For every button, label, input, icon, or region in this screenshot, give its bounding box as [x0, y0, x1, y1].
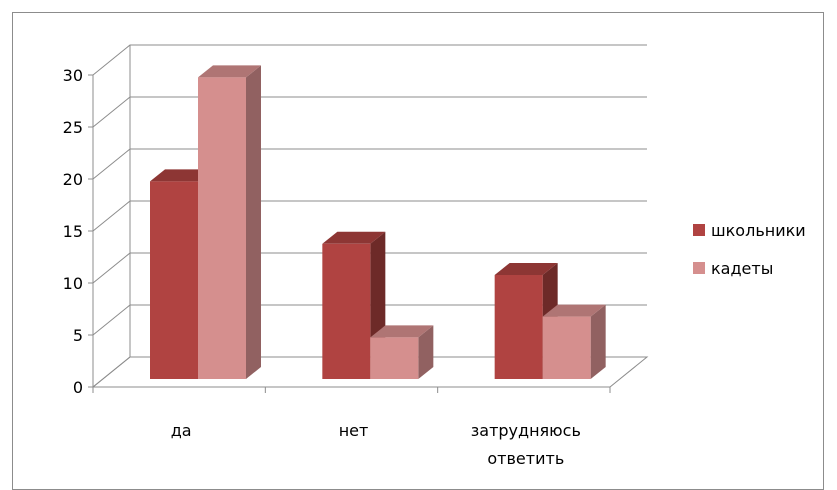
- y-axis-tick-labels: 0 5 10 15 20 25 30: [63, 66, 83, 397]
- x-category-label: нет: [339, 421, 369, 440]
- y-tick-label: 30: [63, 66, 83, 85]
- bar-top-face: [322, 231, 386, 244]
- bar-side-face: [418, 325, 434, 379]
- bar-front-face: [370, 337, 419, 379]
- legend-label: кадеты: [711, 259, 773, 278]
- bar-front-face: [322, 243, 371, 379]
- bar: [198, 65, 261, 380]
- legend-swatch: [693, 262, 705, 274]
- bar-top-face: [150, 169, 213, 182]
- bar-front-face: [150, 181, 198, 379]
- bar: [370, 325, 434, 379]
- y-tick-label: 5: [73, 326, 83, 345]
- y-tick-label: 15: [63, 222, 83, 241]
- x-category-label: да: [171, 421, 192, 440]
- y-tick-label: 10: [63, 274, 83, 293]
- legend: школьники кадеты: [693, 221, 806, 278]
- legend-swatch: [693, 224, 705, 236]
- chart-frame: [12, 12, 824, 490]
- gridline: [92, 96, 647, 128]
- bar-front-face: [198, 77, 246, 380]
- axes: [88, 45, 611, 393]
- bar-top-face: [494, 263, 558, 275]
- bar-side-face: [590, 304, 606, 379]
- bar-top-face: [542, 304, 606, 317]
- bar-side-face: [246, 65, 261, 380]
- legend-label: школьники: [711, 221, 806, 240]
- bar-top-face: [370, 325, 434, 338]
- y-tick-label: 20: [63, 170, 83, 189]
- x-axis-category-labels: да нет затрудняюсь ответить: [171, 421, 581, 468]
- y-tick-label: 25: [63, 118, 83, 137]
- y-tick-label: 0: [73, 378, 83, 397]
- x-category-label: затрудняюсь ответить: [471, 421, 581, 468]
- bar-front-face: [542, 316, 591, 379]
- bar: [542, 304, 606, 379]
- gridline: [92, 44, 647, 76]
- bar-front-face: [494, 275, 543, 379]
- bar-top-face: [198, 65, 261, 78]
- bars: [150, 65, 606, 380]
